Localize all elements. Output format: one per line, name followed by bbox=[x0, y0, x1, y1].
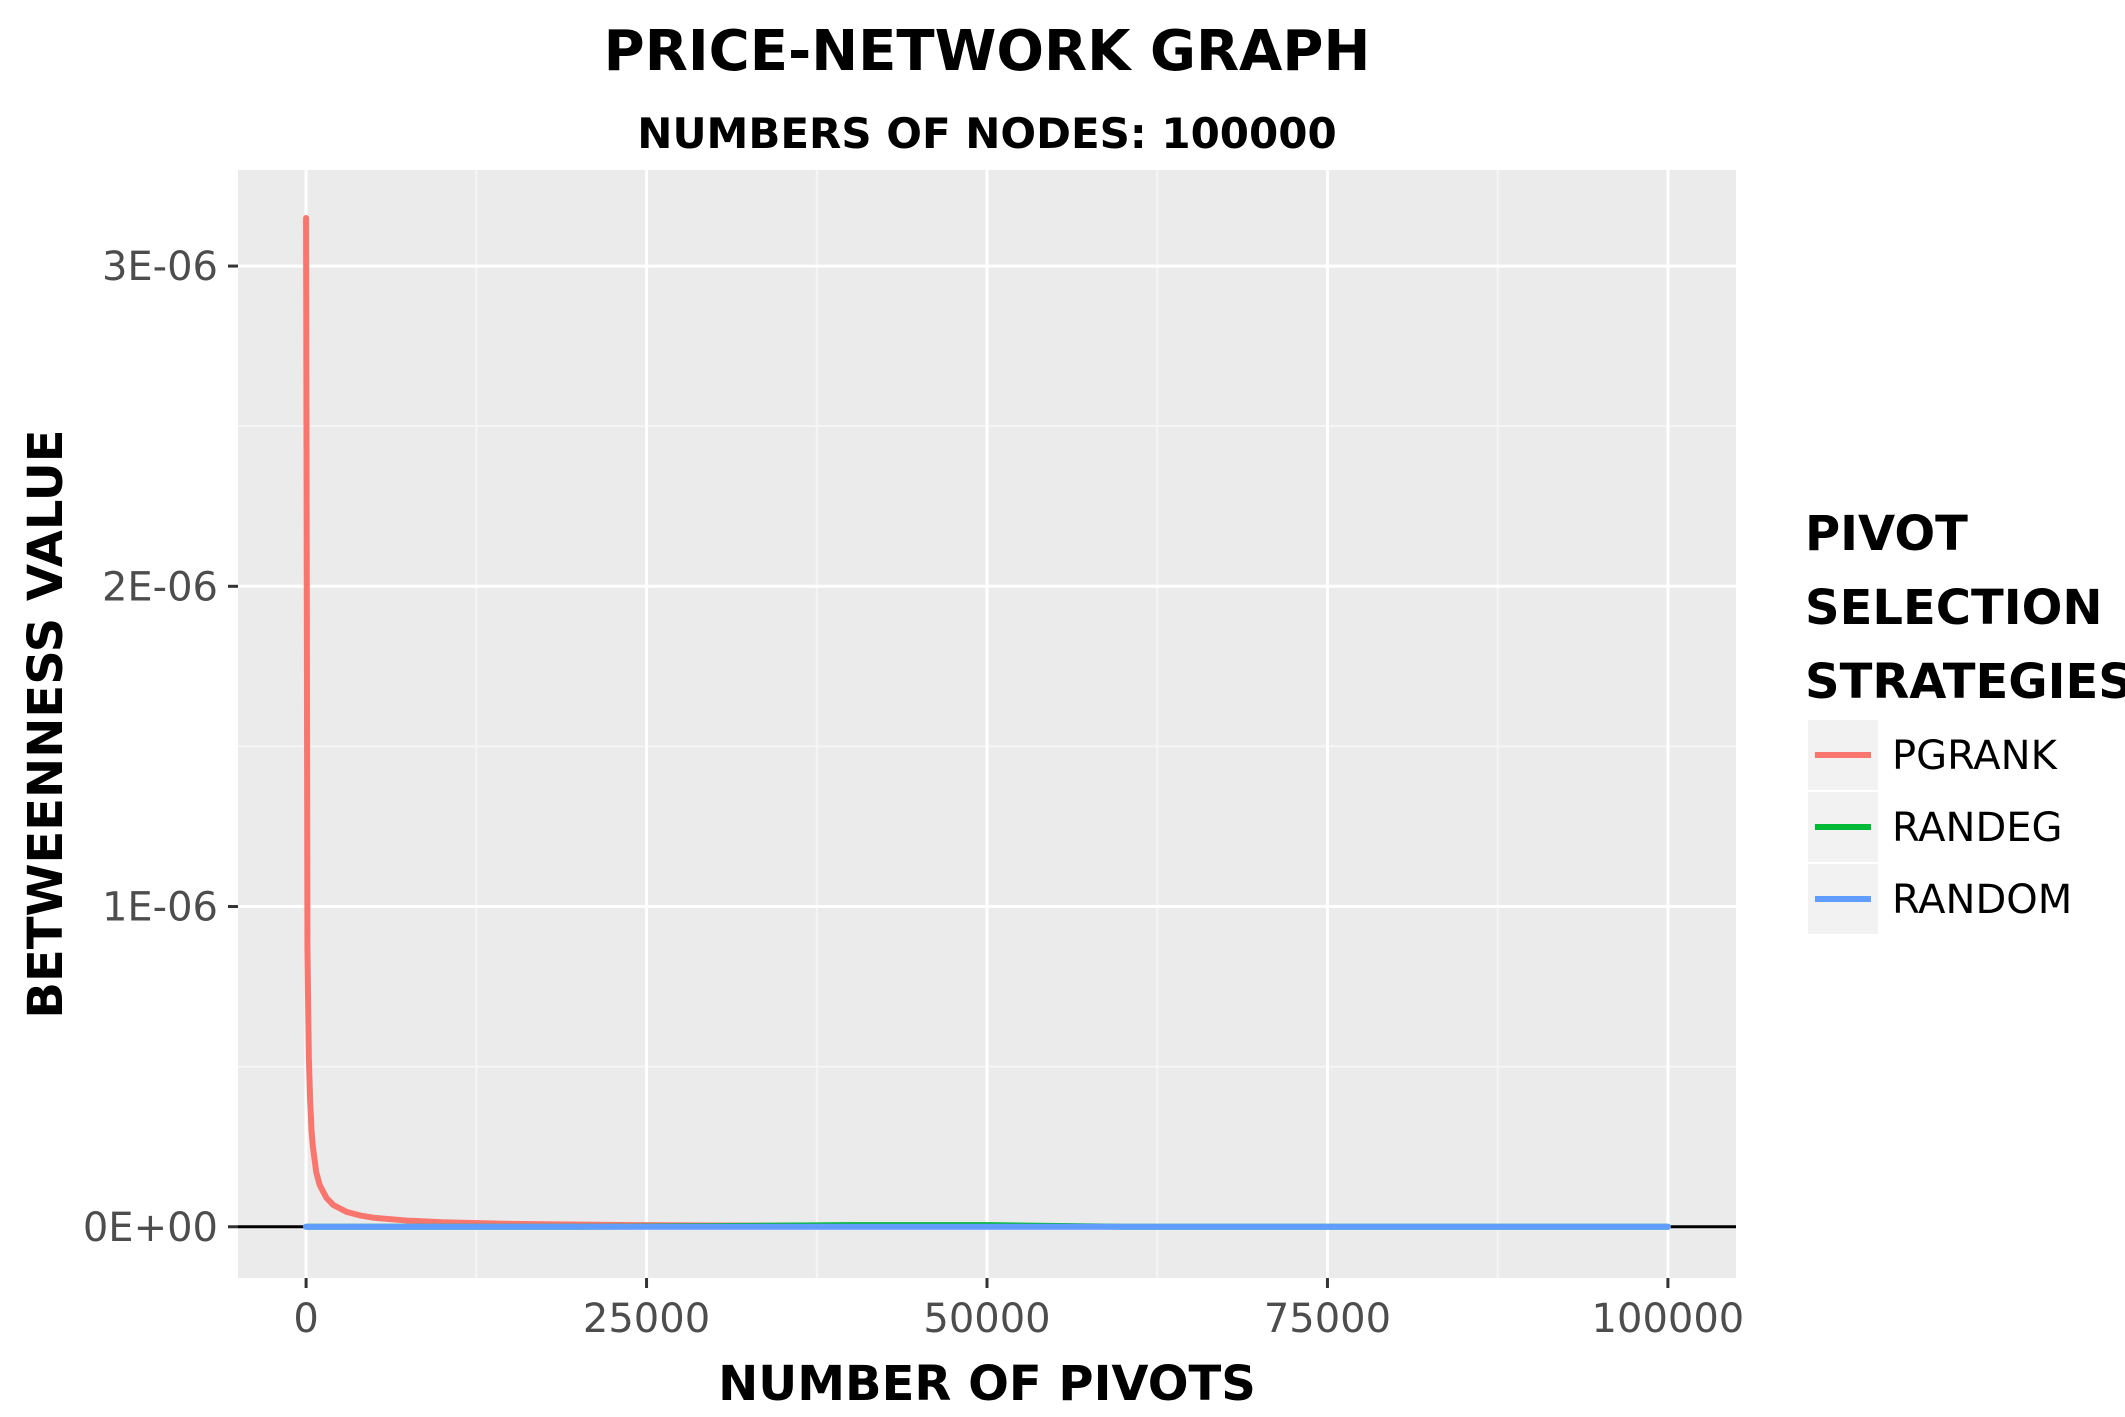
legend-label-randeg: RANDEG bbox=[1892, 805, 2063, 851]
y-tick-label: 2E-06 bbox=[102, 564, 218, 610]
x-tick-label: 50000 bbox=[923, 1296, 1050, 1342]
legend-title-line-1: PIVOT bbox=[1805, 506, 1968, 562]
legend-title-line-2: SELECTION bbox=[1805, 580, 2103, 636]
y-tick-label: 3E-06 bbox=[102, 244, 218, 290]
y-axis-ticks: 0E+00 1E-06 2E-06 3E-06 bbox=[83, 244, 238, 1251]
chart-subtitle: NUMBERS OF NODES: 100000 bbox=[637, 109, 1336, 158]
x-tick-label: 25000 bbox=[583, 1296, 710, 1342]
y-tick-label: 0E+00 bbox=[83, 1205, 218, 1251]
legend-title-line-3: STRATEGIES bbox=[1805, 654, 2125, 710]
legend-label-pgrank: PGRANK bbox=[1892, 733, 2059, 779]
legend: PIVOT SELECTION STRATEGIES PGRANK RANDEG R… bbox=[1805, 506, 2125, 934]
y-axis-title: BETWEENNESS VALUE bbox=[18, 429, 74, 1018]
x-tick-label: 0 bbox=[293, 1296, 318, 1342]
y-tick-label: 1E-06 bbox=[102, 885, 218, 931]
x-tick-label: 100000 bbox=[1592, 1296, 1745, 1342]
chart-title: PRICE-NETWORK GRAPH bbox=[604, 19, 1371, 84]
legend-label-random: RANDOM bbox=[1892, 877, 2072, 923]
x-axis-title: NUMBER OF PIVOTS bbox=[718, 1356, 1256, 1412]
x-tick-label: 75000 bbox=[1264, 1296, 1391, 1342]
x-axis-ticks: 0 25000 50000 75000 100000 bbox=[293, 1278, 1744, 1342]
legend-items: PGRANK RANDEG RANDOM bbox=[1808, 720, 2072, 934]
series-lines bbox=[303, 215, 1671, 1230]
